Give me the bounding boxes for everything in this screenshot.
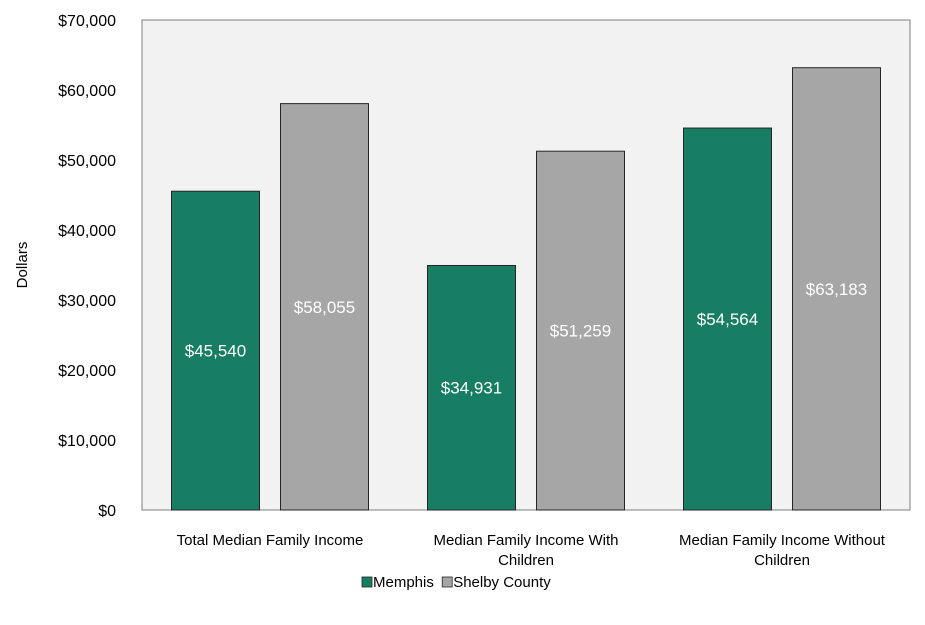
- category-label-line: Total Median Family Income: [177, 532, 364, 549]
- y-tick-label: $60,000: [58, 83, 116, 100]
- category-label-line: Median Family Income Without: [679, 532, 886, 549]
- y-tick-label: $10,000: [58, 433, 116, 450]
- legend-swatch: [441, 576, 453, 588]
- y-tick-label: $40,000: [58, 223, 116, 240]
- legend-swatch: [361, 576, 373, 588]
- y-axis-ticks: $0 $10,000 $20,000 $30,000 $40,000 $50,000 $60…: [58, 13, 116, 520]
- legend-label: Shelby County: [453, 574, 551, 591]
- legend: Memphis Shelby County: [361, 574, 551, 591]
- data-label: $58,055: [294, 298, 355, 317]
- data-label: $45,540: [185, 342, 246, 361]
- y-axis-title: Dollars: [14, 242, 31, 289]
- category-label-line: Children: [498, 552, 554, 569]
- data-label: $51,259: [550, 322, 611, 341]
- y-tick-label: $30,000: [58, 293, 116, 310]
- category-label: Total Median Family Income: [177, 532, 364, 549]
- bar-shelby-county: [536, 150, 625, 511]
- bars: [171, 67, 881, 511]
- legend-label: Memphis: [373, 574, 434, 591]
- bar-shelby-county: [792, 67, 881, 511]
- category-label-line: Median Family Income With: [433, 532, 618, 549]
- bar-memphis: [171, 190, 260, 511]
- category-label-line: Children: [754, 552, 810, 569]
- data-label: $54,564: [697, 310, 758, 329]
- data-label: $34,931: [441, 379, 502, 398]
- category-labels: Total Median Family Income Median Family …: [177, 532, 886, 569]
- y-tick-label: $50,000: [58, 153, 116, 170]
- y-tick-label: $70,000: [58, 13, 116, 30]
- category-label: Median Family Income With Children: [433, 532, 618, 569]
- y-tick-label: $20,000: [58, 363, 116, 380]
- plot-area: [141, 19, 911, 511]
- data-label: $63,183: [806, 280, 867, 299]
- data-labels: $45,540 $58,055 $34,931 $51,259 $54,564 $63,1…: [185, 280, 867, 398]
- bar-memphis: [683, 127, 772, 511]
- category-label: Median Family Income Without Children: [679, 532, 886, 569]
- bar-shelby-county: [280, 103, 369, 511]
- y-tick-label: $0: [98, 503, 116, 520]
- bar-memphis: [427, 264, 516, 511]
